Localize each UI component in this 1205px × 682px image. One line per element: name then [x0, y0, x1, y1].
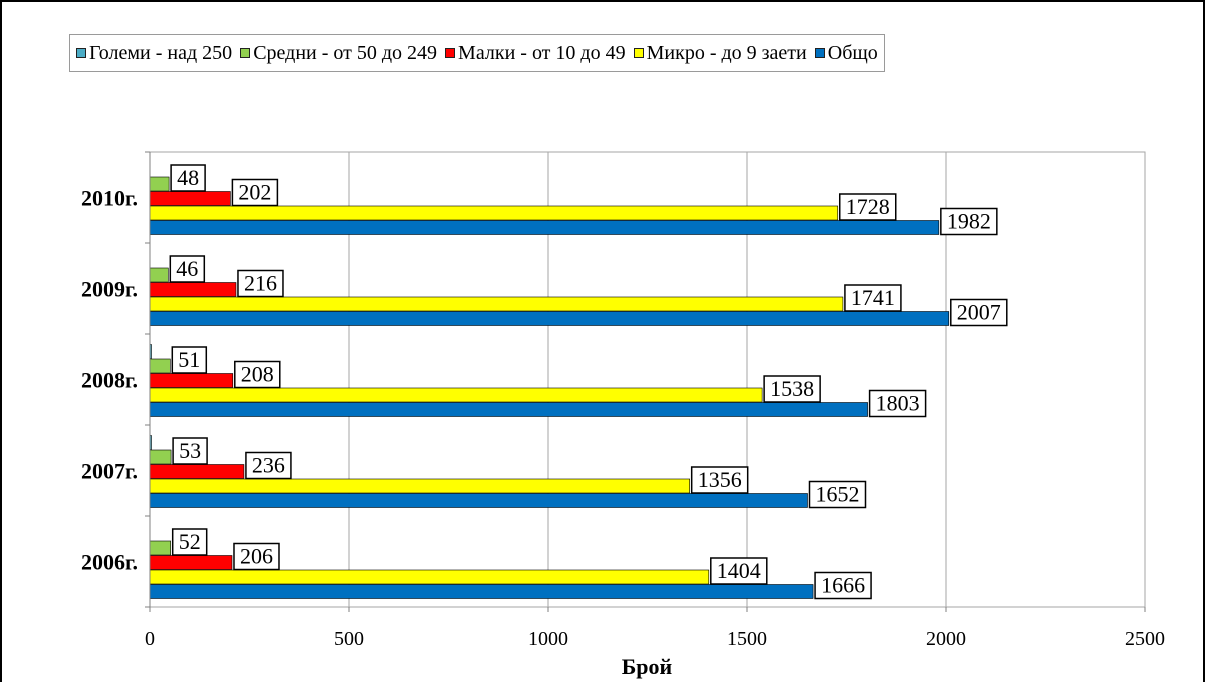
- data-label-box: [710, 557, 768, 585]
- data-label: 1741: [851, 285, 895, 310]
- bar-2009г-s1: [149, 267, 169, 283]
- data-label-box: [237, 269, 284, 298]
- data-label-box: [171, 346, 208, 374]
- data-label: 216: [244, 271, 277, 296]
- data-label-box: [844, 284, 902, 312]
- tick-labels: 2010г. 2009г. 2008г. 2007г. 2006г. 0 500 1000 15…: [81, 186, 1165, 651]
- data-label-box: [234, 360, 281, 389]
- bar-2007г-s1: [149, 449, 172, 465]
- data-label-box: [868, 389, 927, 418]
- data-labels: 48 202 1728 1982 46 216 1741 2007 51 208 1538 1803 5…: [169, 164, 1008, 600]
- legend-swatch: [445, 48, 456, 58]
- data-label: 1356: [698, 467, 742, 492]
- bar-2006г-s1: [149, 540, 171, 556]
- data-label: 206: [240, 544, 273, 569]
- chart-legend: Големи - над 250 Средни - от 50 до 249 Мал…: [69, 34, 885, 72]
- data-label-box: [808, 480, 867, 509]
- bar-2007г-s2: [149, 464, 245, 479]
- bar-2009г-s4: [149, 311, 950, 326]
- data-label-box: [170, 164, 206, 192]
- legend-entry-2: Малки - от 10 до 49: [445, 42, 626, 65]
- bar-2009г-s2: [149, 282, 237, 297]
- x-tick-label: 1500: [727, 628, 767, 650]
- data-label-box: [690, 466, 749, 494]
- data-label: 2007: [957, 300, 1001, 325]
- data-label: 1803: [876, 391, 920, 416]
- data-label-box: [169, 255, 206, 283]
- data-label-box: [763, 375, 821, 403]
- x-tick-label: 2500: [1125, 628, 1165, 650]
- bar-2010г-s1: [149, 176, 170, 192]
- legend-entry-1: Средни - от 50 до 249: [240, 42, 437, 65]
- bar-2007г-s3: [149, 478, 690, 494]
- legend-label: Големи - над 250: [89, 41, 233, 64]
- legend-label: Общо: [827, 41, 878, 64]
- data-label-box: [171, 528, 208, 556]
- x-axis-label: Брой: [622, 654, 673, 679]
- y-tick-label: 2007г.: [81, 459, 138, 484]
- bar-2008г-s2: [149, 373, 234, 388]
- bar-2010г-s3: [149, 205, 839, 221]
- data-label: 52: [179, 529, 201, 554]
- legend-entry-3: Микро - до 9 заети: [633, 41, 807, 65]
- data-label: 48: [177, 165, 199, 190]
- bar-2009г-s3: [149, 296, 844, 312]
- y-tick-label: 2008г.: [81, 368, 138, 393]
- bar-2008г-s1: [149, 358, 171, 374]
- legend-label: Малки - от 10 до 49: [458, 41, 626, 64]
- data-label: 1404: [717, 558, 761, 583]
- x-tick-label: 2000: [926, 628, 966, 650]
- legend-swatch: [76, 48, 86, 58]
- data-label-box: [838, 193, 897, 221]
- bar-2006г-s3: [149, 569, 710, 585]
- y-tick-label: 2010г.: [81, 186, 138, 211]
- data-label: 53: [179, 438, 201, 463]
- bars: [149, 176, 950, 599]
- legend-label: Микро - до 9 заети: [646, 41, 807, 64]
- data-label: 202: [238, 180, 271, 205]
- bar-2010г-s4: [149, 220, 940, 235]
- bar-2008г-s3: [149, 387, 763, 403]
- legend-swatch: [633, 48, 644, 58]
- bar-2008г-s4: [149, 402, 868, 417]
- bar-2006г-s2: [149, 555, 233, 570]
- data-label-box: [231, 178, 279, 207]
- y-tick-label: 2009г.: [81, 277, 138, 302]
- data-label-box: [950, 298, 1008, 327]
- data-label: 1728: [846, 194, 890, 219]
- data-label: 208: [241, 362, 274, 387]
- x-tick-label: 500: [334, 628, 364, 650]
- data-label-box: [233, 542, 280, 571]
- legend-entry-0: Големи - над 250: [76, 42, 232, 65]
- bar-2010г-s2: [149, 191, 231, 206]
- data-label-box: [172, 437, 208, 465]
- legend-swatch: [814, 48, 825, 58]
- x-tick-label: 0: [145, 628, 155, 650]
- bar-2007г-s4: [149, 493, 808, 508]
- data-label-box: [814, 571, 872, 600]
- legend-swatch: [240, 48, 251, 58]
- data-label: 1538: [770, 376, 814, 401]
- data-label: 46: [176, 256, 198, 281]
- bar-2006г-s4: [149, 584, 814, 599]
- y-tick-label: 2006г.: [81, 550, 138, 575]
- data-label-box: [245, 451, 292, 480]
- data-label: 1982: [947, 209, 991, 234]
- legend-entry-4: Общо: [814, 41, 878, 65]
- x-tick-label: 1000: [528, 628, 568, 650]
- data-label: 236: [252, 453, 285, 478]
- data-label: 1666: [821, 573, 865, 598]
- legend-label: Средни - от 50 до 249: [253, 41, 438, 64]
- data-label-box: [940, 207, 998, 236]
- data-label: 1652: [815, 482, 859, 507]
- axes: [145, 151, 1146, 612]
- data-label: 51: [178, 347, 200, 372]
